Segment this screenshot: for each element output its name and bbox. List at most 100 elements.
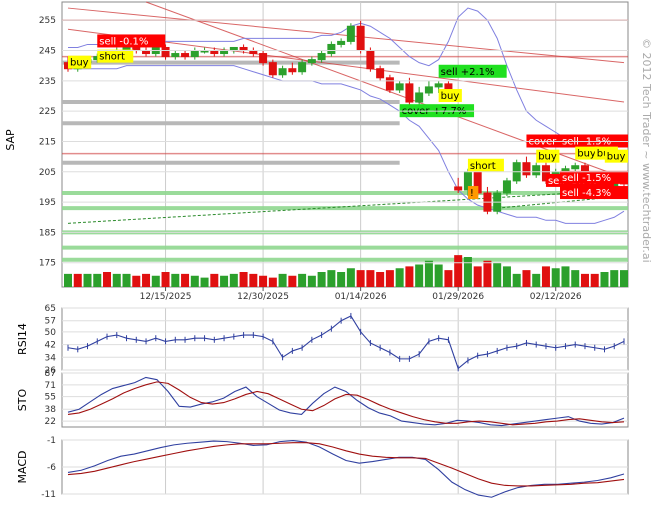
candle-body — [385, 77, 394, 91]
volume-bar — [190, 275, 199, 287]
price-tick-label: 245 — [39, 47, 56, 57]
volume-bar — [454, 255, 463, 287]
macd-axis-label: MACD — [16, 451, 29, 484]
candle-body — [405, 83, 414, 103]
volume-bar — [220, 275, 229, 287]
volume-bar — [268, 277, 277, 287]
candle-body — [424, 86, 433, 94]
volume-bar — [239, 272, 248, 287]
candle-body — [434, 83, 443, 88]
volume-bar — [288, 275, 297, 287]
panel-frame — [61, 372, 629, 428]
watermark: © 2012 Tech Trader ~ www.techtrader.ai — [640, 38, 653, 263]
rsi-tick-label: 65 — [45, 304, 56, 314]
volume-bar — [327, 270, 336, 287]
candle-body — [395, 83, 404, 91]
volume-bar — [307, 275, 316, 287]
volume-bar — [385, 270, 394, 287]
signal-label: buy — [607, 152, 626, 163]
volume-bar — [200, 277, 209, 287]
rsi-tick-label: 26 — [45, 366, 57, 376]
price-tick-label: 235 — [39, 77, 56, 87]
rsi-tick-label: 57 — [45, 317, 56, 327]
volume-bar — [522, 270, 531, 287]
sto-panel: 87 71 55 38 22 STO — [16, 369, 629, 428]
volume-bar — [278, 273, 287, 287]
volume-bar — [83, 273, 92, 287]
volume-bar — [483, 260, 492, 287]
candle-body — [298, 62, 307, 73]
candle-body — [522, 162, 531, 176]
signal-box — [467, 158, 504, 172]
price-tick-label: 215 — [39, 137, 56, 147]
volume-bar — [64, 273, 72, 287]
volume-bar — [376, 272, 385, 287]
volume-bar — [112, 273, 121, 287]
volume-bar — [132, 275, 141, 287]
volume-bar — [181, 273, 190, 287]
volume-bar — [590, 273, 599, 287]
volume-bar — [551, 268, 560, 287]
signal-box — [438, 64, 507, 78]
sto-tick-label: 87 — [45, 369, 56, 379]
volume-bar — [561, 266, 570, 287]
sto-axis-label: STO — [16, 388, 29, 411]
candle-body — [278, 68, 287, 76]
volume-bar — [103, 272, 112, 287]
rsi-tick-label: 34 — [45, 353, 57, 363]
volume-bar — [366, 270, 375, 287]
volume-bar — [298, 273, 307, 287]
signal-box — [536, 149, 560, 163]
volume-bar — [395, 268, 404, 287]
volume-bar — [571, 270, 580, 287]
candle-body — [307, 59, 316, 64]
volume-bar — [415, 264, 424, 287]
volume-bar — [424, 260, 433, 287]
volume-bar — [463, 257, 472, 287]
candle-body — [259, 53, 268, 64]
volume-bar — [161, 272, 170, 287]
signal-label: sell -4.3% — [562, 188, 611, 199]
candle-body — [454, 186, 463, 191]
candle-body — [532, 165, 541, 176]
volume-bar — [620, 270, 628, 287]
rsi-tick-label: 50 — [45, 328, 57, 338]
signal-box — [604, 149, 628, 163]
volume-bar — [122, 273, 131, 287]
signal-label: ! — [470, 188, 474, 199]
price-tick-label: 175 — [39, 259, 56, 269]
volume-bar — [337, 272, 346, 287]
volume-bar — [210, 273, 219, 287]
sto-tick-label: 22 — [45, 417, 56, 427]
x-tick-label: 12/15/2025 — [140, 292, 192, 302]
macd-series-line — [67, 442, 625, 487]
volume-bar — [229, 273, 238, 287]
macd-tick-label: -6 — [47, 463, 56, 473]
macd-panel: -1 -6 -11 MACD — [16, 436, 629, 500]
price-tick-label: 195 — [39, 198, 56, 208]
volume-bar — [73, 273, 82, 287]
volume-bar — [356, 270, 365, 287]
volume-bar — [151, 275, 160, 287]
rsi-axis-label: RSI14 — [16, 323, 29, 355]
candle-body — [337, 40, 346, 45]
candle-body — [181, 53, 190, 58]
sto-series-line — [67, 381, 625, 426]
signal-label: sell -1.5% — [562, 137, 611, 148]
x-tick-label: 02/12/2026 — [530, 292, 582, 302]
signal-box — [97, 49, 134, 63]
volume-bar — [346, 268, 355, 287]
bollinger-lower — [68, 65, 625, 224]
candle-body — [190, 50, 199, 58]
candle-body — [288, 68, 297, 73]
rsi-tick-label: 42 — [45, 341, 56, 351]
signal-label: short — [470, 161, 496, 172]
candle-body — [415, 92, 424, 103]
volume-bar — [541, 266, 550, 287]
candle-body — [161, 46, 170, 58]
signal-label: sell +2.1% — [441, 67, 495, 78]
sto-tick-label: 38 — [45, 405, 57, 415]
signal-box — [97, 34, 166, 48]
sto-tick-label: 71 — [45, 381, 56, 391]
